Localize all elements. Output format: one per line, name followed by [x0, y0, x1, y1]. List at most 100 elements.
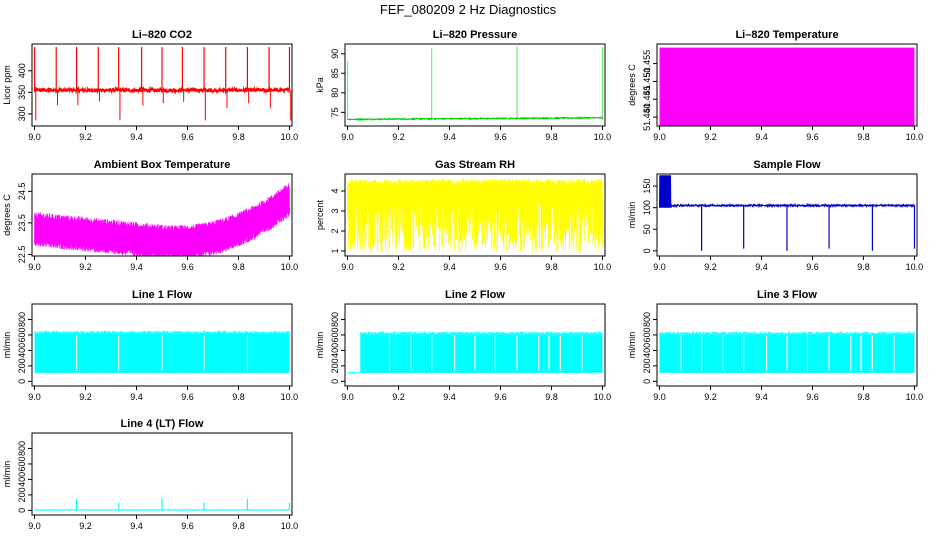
data-series — [659, 47, 915, 126]
panel-title: Gas Stream RH — [435, 159, 515, 171]
x-tick-label: 9.2 — [79, 132, 92, 142]
x-tick-label: 9.6 — [494, 392, 507, 402]
x-tick-label: 9.4 — [443, 132, 456, 142]
x-tick-label: 10.0 — [594, 262, 612, 272]
x-tick-label: 9.6 — [181, 521, 194, 531]
y-tick-label: 0 — [17, 508, 27, 513]
y-axis-label: percent — [315, 199, 325, 230]
y-axis-label: ml/min — [627, 202, 637, 229]
x-tick-label: 9.8 — [545, 132, 558, 142]
x-tick-label: 9.8 — [857, 262, 870, 272]
x-tick-label: 9.0 — [341, 262, 354, 272]
y-tick-label: 51.450 — [642, 68, 652, 96]
x-tick-label: 9.2 — [79, 392, 92, 402]
y-tick-label: 51.440 — [642, 103, 652, 131]
y-tick-label: 150 — [642, 179, 652, 194]
panel-8: Line 2 Flow ml/min 9.0 9.2 9.4 9.6 9.8 10.0 0 200… — [315, 289, 611, 402]
x-tick-label: 9.8 — [857, 392, 870, 402]
x-tick-label: 9.6 — [806, 132, 819, 142]
plot-frame — [31, 303, 293, 387]
x-tick-label: 9.0 — [653, 262, 666, 272]
panels: Li–820 CO2 Licor ppm 9.0 9.2 9.4 9.6 9.8 10.0 30… — [2, 29, 923, 531]
y-axis-label: degrees C — [2, 194, 12, 236]
y-tick-label: 200 — [17, 487, 27, 502]
panel-title: Line 4 (LT) Flow — [121, 418, 204, 430]
plot-frame — [656, 173, 918, 257]
panel-6: Sample Flow ml/min 9.0 9.2 9.4 9.6 9.8 10.0 0 50 1… — [627, 159, 923, 272]
y-tick-label: 800 — [330, 312, 340, 327]
x-tick-label: 9.8 — [232, 132, 245, 142]
x-tick-label: 9.4 — [443, 392, 456, 402]
y-axis-label: ml/min — [315, 332, 325, 359]
series-line — [659, 175, 915, 209]
x-tick-label: 9.2 — [392, 132, 405, 142]
y-axis-label: ml/min — [2, 332, 12, 359]
x-tick-label: 9.6 — [494, 262, 507, 272]
series-line — [347, 115, 603, 121]
y-tick-label: 200 — [17, 358, 27, 373]
panel-2: Li–820 Pressure kPa 9.0 9.2 9.4 9.6 9.8 10.0 75 8… — [315, 29, 611, 142]
y-tick-label: 4 — [330, 188, 340, 193]
panel-1: Li–820 CO2 Licor ppm 9.0 9.2 9.4 9.6 9.8 10.0 30… — [2, 29, 298, 142]
series-band — [659, 47, 915, 126]
x-tick-label: 9.6 — [494, 132, 507, 142]
panel-3: Li–820 Temperature degrees C 9.0 9.2 9.4 9.6 9… — [627, 29, 923, 142]
data-series — [34, 330, 290, 373]
plot-frame — [656, 303, 918, 387]
x-tick-label: 9.0 — [28, 521, 41, 531]
x-tick-label: 9.4 — [130, 521, 143, 531]
x-tick-label: 9.4 — [755, 132, 768, 142]
x-tick-label: 9.2 — [392, 392, 405, 402]
y-tick-label: 400 — [17, 343, 27, 358]
panel-title: Sample Flow — [753, 159, 821, 171]
x-tick-label: 9.6 — [181, 392, 194, 402]
y-tick-label: 51.455 — [642, 50, 652, 78]
x-tick-label: 9.2 — [79, 521, 92, 531]
x-tick-label: 10.0 — [906, 262, 924, 272]
y-tick-label: 600 — [17, 327, 27, 342]
x-tick-label: 9.2 — [392, 262, 405, 272]
x-tick-label: 10.0 — [594, 132, 612, 142]
x-tick-label: 9.8 — [232, 262, 245, 272]
plot-frame — [31, 432, 293, 516]
y-tick-label: 90 — [330, 49, 340, 59]
series-band — [360, 334, 603, 373]
y-tick-label: 800 — [17, 441, 27, 456]
x-tick-label: 9.2 — [79, 262, 92, 272]
data-series — [659, 175, 916, 251]
y-axis-label: Licor ppm — [2, 65, 12, 105]
x-tick-label: 9.4 — [443, 262, 456, 272]
y-tick-label: 400 — [17, 472, 27, 487]
y-tick-label: 200 — [642, 358, 652, 373]
x-tick-label: 10.0 — [281, 392, 299, 402]
plot-frame — [344, 173, 606, 257]
y-tick-label: 23.5 — [17, 214, 27, 232]
x-tick-label: 9.2 — [704, 132, 717, 142]
x-tick-label: 9.0 — [28, 262, 41, 272]
y-tick-label: 22.5 — [17, 246, 27, 264]
x-tick-label: 9.0 — [28, 132, 41, 142]
plot-frame — [656, 43, 918, 127]
x-tick-label: 10.0 — [281, 132, 299, 142]
x-tick-label: 9.8 — [545, 262, 558, 272]
data-series — [33, 47, 292, 121]
data-series — [34, 498, 291, 511]
plot-frame — [31, 173, 293, 257]
x-tick-label: 10.0 — [906, 132, 924, 142]
y-axis-label: ml/min — [2, 461, 12, 488]
y-tick-label: 600 — [17, 456, 27, 471]
x-tick-label: 9.4 — [130, 392, 143, 402]
y-tick-label: 51.445 — [642, 85, 652, 113]
y-tick-label: 300 — [17, 106, 27, 121]
panel-title: Li–820 CO2 — [132, 29, 192, 41]
y-tick-label: 2 — [330, 228, 340, 233]
y-axis-label: ml/min — [627, 332, 637, 359]
x-tick-label: 9.0 — [28, 392, 41, 402]
panel-4: Ambient Box Temperature degrees C 9.0 9.2 9.… — [2, 159, 298, 272]
x-tick-label: 10.0 — [281, 521, 299, 531]
panel-title: Li–820 Pressure — [433, 29, 517, 41]
y-tick-label: 400 — [330, 343, 340, 358]
panel-title: Ambient Box Temperature — [94, 159, 231, 171]
data-series — [347, 331, 603, 374]
